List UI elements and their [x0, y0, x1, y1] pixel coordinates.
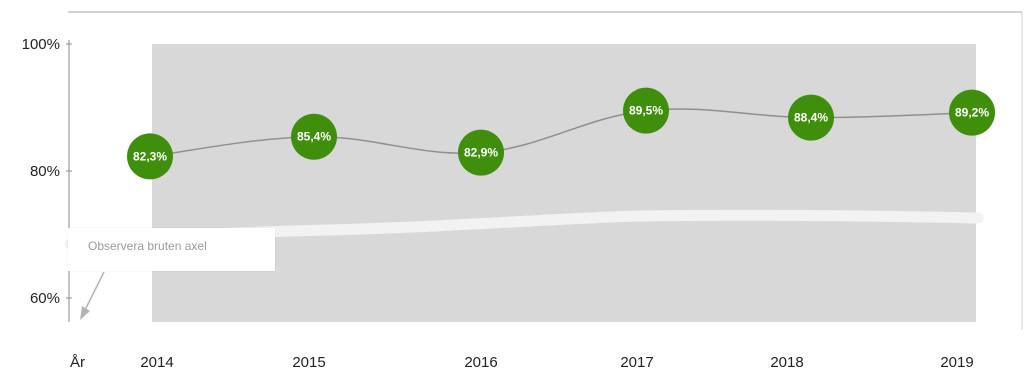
x-tick-label-2014: 2014: [140, 354, 173, 371]
broken-axis-note-text: Observera bruten axel: [88, 239, 207, 253]
broken-axis-arrow-icon: [80, 271, 105, 320]
y-tick-label-60: 60%: [30, 290, 60, 307]
plot-area: [152, 44, 976, 322]
x-tick-label-2017: 2017: [620, 354, 653, 371]
x-tick-label-2018: 2018: [770, 354, 803, 371]
x-tick-label-2016: 2016: [464, 354, 497, 371]
y-tick-label-100: 100%: [22, 36, 60, 53]
x-axis-title: År: [70, 354, 85, 371]
data-label-2019: 89,2%: [955, 106, 989, 120]
data-points: 82,3% 85,4% 82,9% 89,5% 88,4% 89,2%: [127, 87, 995, 180]
x-axis: År 2014 2015 2016 2017 2018 2019: [70, 354, 974, 371]
data-point-2014: [127, 133, 173, 180]
data-label-2015: 85,4%: [297, 130, 331, 144]
data-point-2015: [291, 113, 337, 160]
data-point-2016: [458, 129, 504, 176]
x-tick-label-2019: 2019: [940, 354, 973, 371]
data-label-2014: 82,3%: [133, 149, 167, 163]
data-label-2016: 82,9%: [464, 146, 498, 160]
data-point-2018: [788, 94, 834, 141]
x-tick-label-2015: 2015: [292, 354, 325, 371]
data-label-2017: 89,5%: [629, 104, 663, 118]
data-label-2018: 88,4%: [794, 111, 828, 125]
broken-axis-note: Observera bruten axel: [68, 228, 275, 271]
y-axis: 60% 80% 100%: [22, 36, 72, 322]
data-point-2017: [623, 87, 669, 134]
data-point-2019: [949, 89, 995, 136]
y-tick-label-80: 80%: [30, 163, 60, 180]
